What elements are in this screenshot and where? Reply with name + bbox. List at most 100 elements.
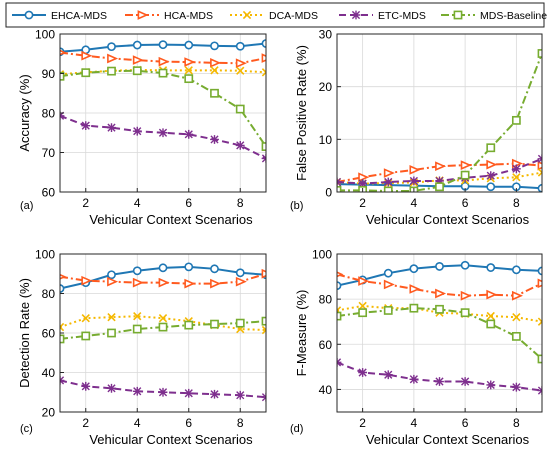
panel-a-point-ehca-mds-6 — [184, 40, 194, 50]
panel-d-point-dca-mds-8 — [512, 313, 521, 322]
panel-c-letter: (c) — [20, 423, 33, 435]
panel-b-xtick-label-4: 4 — [411, 196, 418, 210]
panel-c-point-mds-baseline-2 — [81, 331, 91, 341]
legend-entry-mds-baseline: MDS-Baseline — [441, 10, 547, 22]
panel-c-ytick-label-80: 80 — [42, 287, 56, 301]
legend-entry-hca-mds: HCA-MDS — [125, 10, 213, 22]
panel-b-point-mds-baseline-5 — [435, 182, 444, 192]
panel-b-point-mds-baseline-8 — [511, 115, 521, 125]
panel-b-point-hca-mds-5 — [435, 161, 447, 172]
panel-c-point-etc-mds-4 — [132, 386, 142, 396]
legend-entry-ehca-mds: EHCA-MDS — [12, 10, 107, 22]
panel-c-series-mds-baseline — [60, 316, 266, 344]
panel-b-point-mds-baseline-3 — [383, 186, 393, 192]
panel-d-point-hca-mds-6 — [460, 290, 472, 301]
panel-d-point-hca-mds-8 — [511, 290, 523, 301]
panel-d-point-hca-mds-9 — [537, 278, 542, 289]
panel-a-point-ehca-mds-7 — [210, 41, 219, 51]
panel-a-ytick-label-80: 80 — [42, 107, 56, 121]
panel-b-point-hca-mds-9 — [537, 160, 542, 171]
panel-b-point-hca-mds-2 — [358, 172, 370, 183]
panel-c-series-hca-mds — [60, 268, 266, 289]
panel-c-ytick-label-60: 60 — [42, 327, 56, 341]
panel-b-letter: (b) — [290, 200, 303, 212]
panel-d-point-ehca-mds-6 — [460, 260, 470, 270]
panel-b-xtick-label-6: 6 — [462, 196, 469, 210]
panel-a-point-etc-mds-3 — [107, 123, 116, 133]
panel-c-point-ehca-mds-6 — [184, 262, 194, 272]
legend-label-hca-mds: HCA-MDS — [164, 10, 213, 22]
legend-marker-dca-mds — [242, 10, 252, 20]
panel-b-point-mds-baseline-1 — [337, 186, 342, 192]
legend-label-mds-baseline: MDS-Baseline — [480, 10, 547, 22]
panel-b-ytick-label-30: 30 — [319, 28, 333, 42]
panel-d-point-mds-baseline-4 — [409, 303, 419, 313]
panel-c-xtick-label-4: 4 — [134, 416, 141, 430]
panel-a-letter: (a) — [20, 200, 33, 212]
panel-a-point-dca-mds-6 — [184, 66, 193, 75]
panel-a-ytick-label-90: 90 — [42, 67, 56, 81]
panel-d-point-hca-mds-4 — [409, 284, 421, 294]
panel-d-point-mds-baseline-7 — [486, 319, 496, 329]
panel-d-point-hca-mds-5 — [435, 288, 447, 299]
panel-d-point-hca-mds-3 — [383, 279, 395, 290]
panel-d-ytick-label-60: 60 — [319, 338, 333, 352]
panel-b-series-mds-baseline — [337, 49, 542, 192]
panel-c-point-dca-mds-9 — [261, 325, 266, 335]
panel-d-line-dca-mds — [337, 304, 542, 323]
panel-c-xlabel: Vehicular Context Scenarios — [89, 432, 253, 447]
panel-b-point-hca-mds-3 — [383, 168, 395, 178]
panel-d-point-ehca-mds-1 — [337, 281, 342, 290]
panel-a-point-mds-baseline-2 — [81, 68, 91, 78]
panel-a-xtick-label-8: 8 — [237, 196, 244, 210]
panel-d-xtick-label-8: 8 — [513, 416, 520, 430]
panel-b-point-mds-baseline-7 — [486, 143, 496, 153]
panel-b-ytick-label-20: 20 — [319, 80, 333, 94]
panel-c-point-hca-mds-3 — [107, 276, 119, 287]
panel-b-point-mds-baseline-9 — [537, 49, 542, 58]
panel-c-ylabel: Detection Rate (%) — [17, 278, 32, 388]
panel-b-axes-box — [336, 33, 543, 193]
panel-a-xlabel: Vehicular Context Scenarios — [89, 212, 253, 227]
panel-a-point-hca-mds-7 — [210, 58, 222, 68]
panel-c-point-mds-baseline-6 — [184, 320, 194, 330]
panel-b-ytick-label-10: 10 — [319, 133, 333, 147]
panel-b: 0 10 20 30 2 4 6 8 Vehicular Context Scenarios Fa… — [290, 28, 543, 227]
panel-d-point-dca-mds-9 — [537, 317, 542, 326]
panel-a-point-hca-mds-4 — [132, 55, 144, 65]
panel-b-series — [337, 49, 542, 192]
panel-c-series-etc-mds — [60, 376, 266, 402]
panel-a-point-hca-mds-9 — [261, 53, 266, 63]
legend-marker-ehca-mds — [24, 10, 34, 20]
panel-b-ytick-label-0: 0 — [325, 186, 332, 200]
panel-d-point-mds-baseline-8 — [511, 331, 521, 341]
panel-d-point-hca-mds-2 — [358, 276, 370, 286]
panel-c-point-hca-mds-4 — [132, 277, 144, 288]
panel-d-point-etc-mds-3 — [383, 370, 393, 380]
panel-d-point-ehca-mds-7 — [486, 263, 496, 272]
panel-d-xtick-label-2: 2 — [359, 416, 366, 430]
panel-d-xlabel: Vehicular Context Scenarios — [366, 432, 530, 447]
panel-d-letter: (d) — [290, 423, 303, 435]
panel-b-point-ehca-mds-7 — [486, 182, 496, 192]
panel-a-ylabel: Accuracy (%) — [17, 74, 32, 151]
panel-a-point-etc-mds-8 — [235, 140, 245, 150]
panel-d-xtick-label-6: 6 — [462, 416, 469, 430]
panel-b-point-hca-mds-4 — [409, 165, 421, 175]
panel-a-ytick-label-60: 60 — [42, 186, 56, 200]
panel-c-point-mds-baseline-8 — [235, 318, 245, 328]
panel-c-point-etc-mds-2 — [81, 381, 91, 391]
panel-c-point-hca-mds-2 — [81, 275, 93, 286]
panel-c-xtick-label-6: 6 — [185, 416, 192, 430]
panel-b-xtick-label-8: 8 — [513, 196, 520, 210]
panel-b-point-etc-mds-2 — [358, 179, 368, 188]
panel-d-ylabel: F-Measure (%) — [294, 290, 309, 377]
panel-d-point-mds-baseline-3 — [383, 306, 393, 315]
panel-a-series-etc-mds — [60, 111, 266, 163]
panel-c-ytick-label-40: 40 — [42, 366, 56, 380]
panel-c-point-mds-baseline-5 — [158, 322, 168, 332]
panel-c-point-dca-mds-2 — [81, 314, 90, 323]
panel-d-point-etc-mds-5 — [435, 377, 444, 386]
legend-entry-dca-mds: DCA-MDS — [230, 10, 318, 22]
panel-b-point-ehca-mds-9 — [537, 183, 542, 192]
